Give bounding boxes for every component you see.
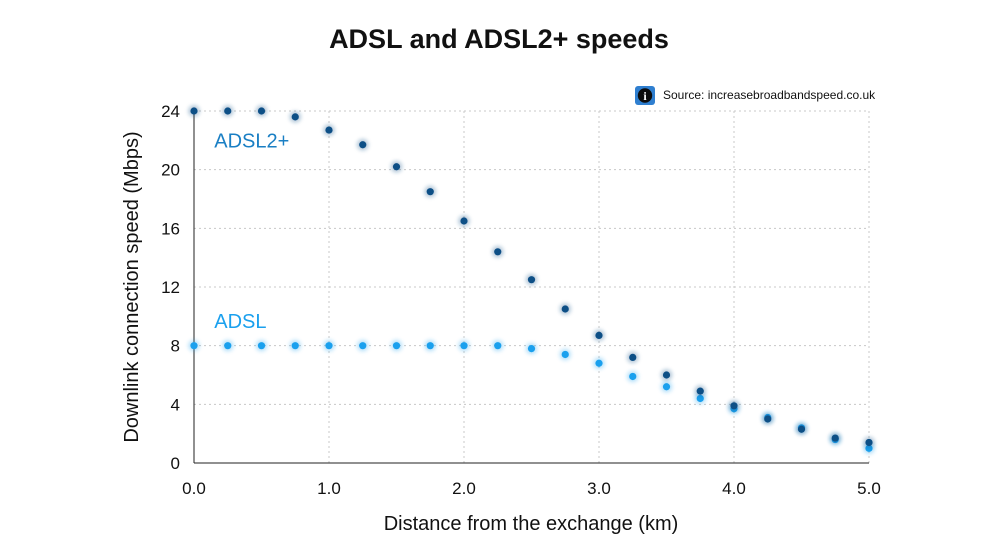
info-icon-glyph: i	[643, 89, 647, 103]
x-tick-label: 4.0	[722, 479, 746, 498]
data-point	[696, 394, 704, 403]
y-tick-label: 24	[161, 102, 180, 121]
x-tick-label: 2.0	[452, 479, 476, 498]
data-point	[629, 353, 637, 361]
series-label: ADSL	[214, 311, 266, 333]
data-point	[190, 107, 198, 115]
data-point	[224, 107, 232, 115]
data-point	[831, 434, 839, 442]
data-point	[325, 126, 333, 134]
y-tick-label: 16	[161, 219, 180, 238]
data-point	[764, 415, 772, 423]
axes	[193, 111, 869, 464]
data-point	[325, 342, 333, 350]
y-tick-label: 12	[161, 278, 180, 297]
y-tick-label: 20	[161, 161, 180, 180]
x-tick-labels: 0.0 1.0 2.0 3.0 4.0 5.0	[182, 479, 881, 498]
data-point	[257, 107, 266, 115]
source-text: Source: increasebroadbandspeed.co.uk	[663, 88, 876, 102]
data-point	[865, 438, 873, 447]
x-axis-title: Distance from the exchange (km)	[384, 513, 679, 535]
data-point	[392, 342, 401, 350]
data-point	[460, 342, 468, 350]
data-point	[392, 163, 401, 171]
data-point	[662, 371, 671, 379]
data-point	[291, 342, 299, 350]
data-point	[359, 141, 367, 149]
x-tick-label: 0.0	[182, 479, 206, 498]
data-point	[561, 350, 569, 359]
x-tick-label: 1.0	[317, 479, 341, 498]
data-point	[359, 342, 367, 350]
data-point	[494, 248, 502, 256]
data-point	[561, 305, 569, 313]
series-adsl	[188, 340, 875, 454]
y-axis-title: Downlink connection speed (Mbps)	[121, 131, 143, 442]
data-point	[730, 402, 738, 410]
data-point	[224, 342, 232, 350]
y-tick-label: 4	[171, 395, 180, 414]
y-tick-labels: 0 4 8 12 16 20 24	[161, 102, 180, 473]
y-tick-label: 0	[171, 454, 180, 473]
x-tick-label: 5.0	[857, 479, 881, 498]
series-adsl2-	[188, 105, 875, 448]
data-point	[426, 342, 434, 350]
data-point	[291, 113, 299, 121]
data-point	[190, 342, 198, 350]
grid	[194, 110, 870, 463]
data-point	[662, 383, 671, 391]
data-point	[257, 342, 266, 350]
chart-title: ADSL and ADSL2+ speeds	[329, 24, 669, 54]
source-note: i Source: increasebroadbandspeed.co.uk	[635, 86, 876, 105]
data-point	[527, 345, 536, 353]
data-points	[188, 105, 875, 454]
y-tick-label: 8	[171, 337, 180, 356]
info-icon-circle	[637, 88, 653, 103]
data-point	[527, 276, 536, 284]
data-point	[696, 387, 704, 395]
data-point	[460, 217, 468, 225]
data-point	[595, 359, 603, 367]
data-point	[426, 188, 434, 196]
data-point	[797, 425, 806, 433]
series-labels: ADSL2+ ADSL	[214, 131, 289, 333]
data-point	[494, 342, 502, 350]
x-tick-label: 3.0	[587, 479, 611, 498]
data-point	[629, 372, 637, 381]
data-point	[595, 331, 603, 339]
series-label: ADSL2+	[214, 131, 289, 153]
